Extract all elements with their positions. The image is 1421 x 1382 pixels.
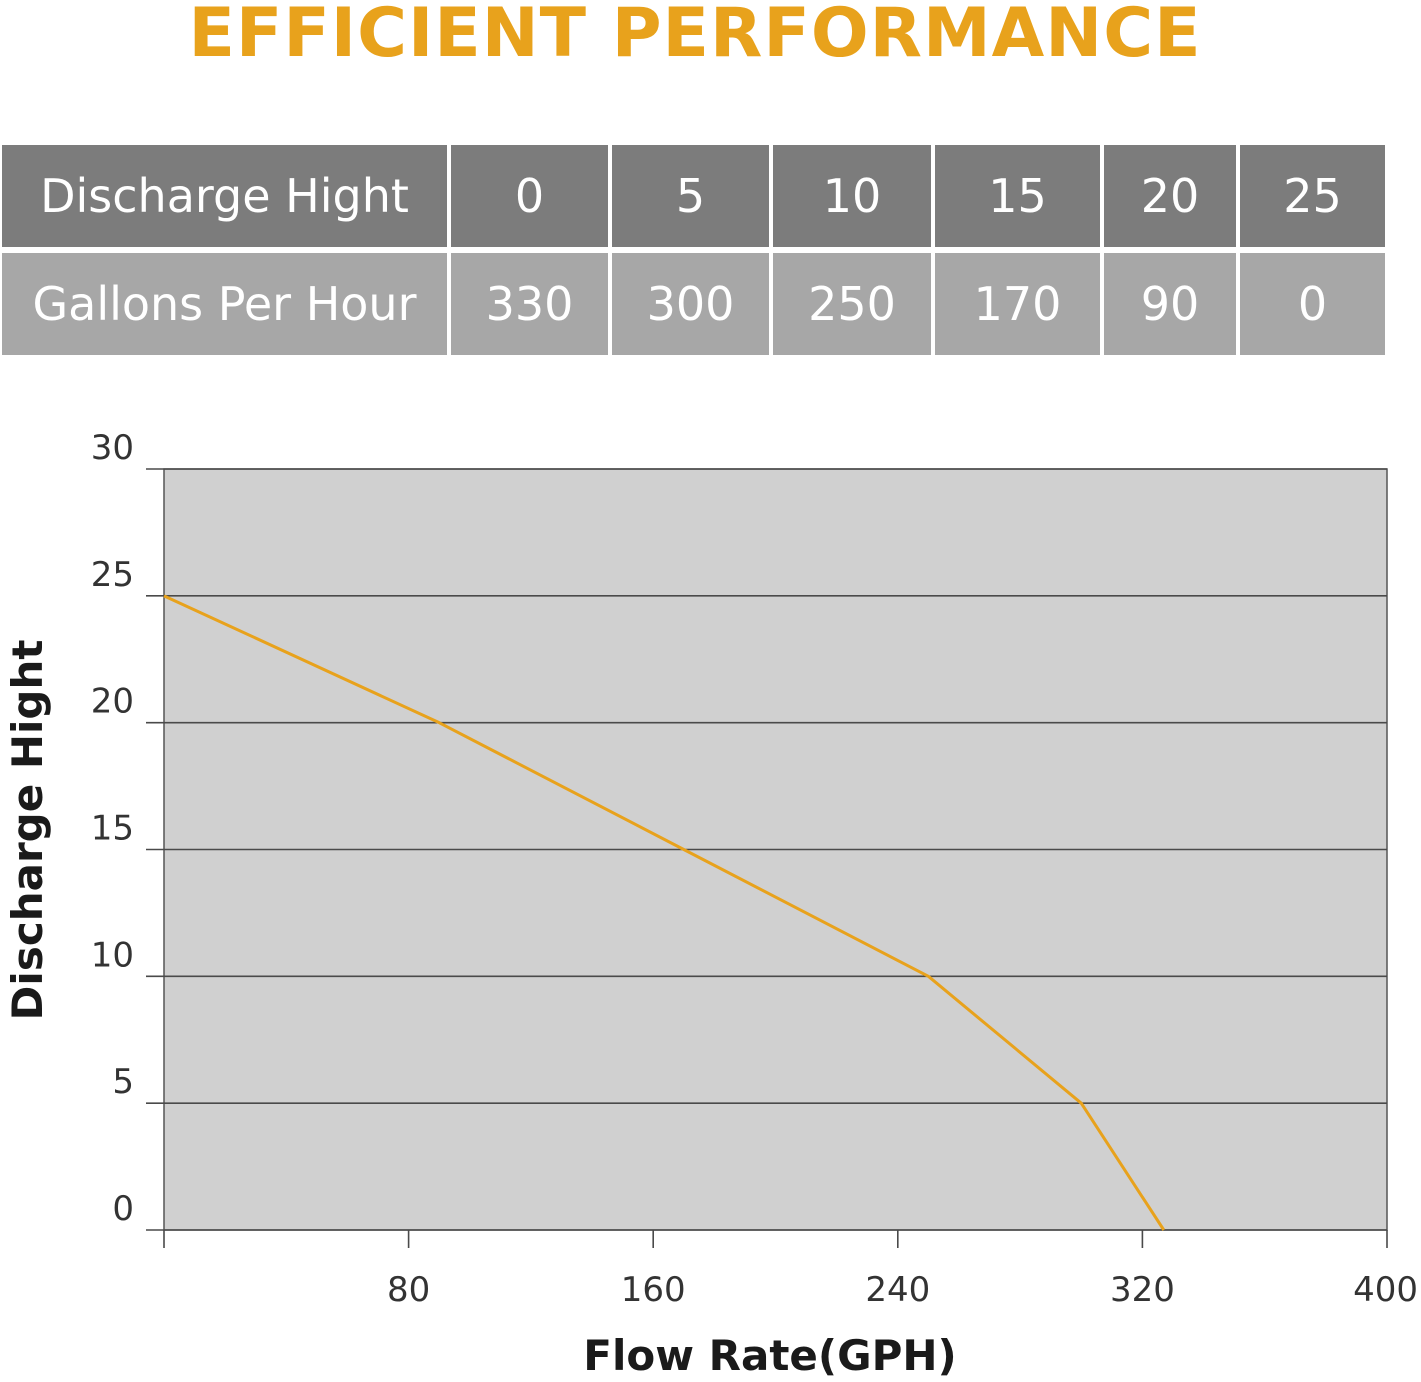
table-cell: 25 xyxy=(1240,145,1385,247)
x-tick-label: 400 xyxy=(1353,1270,1418,1310)
y-axis-ticks: 0 5 10 15 20 25 30 xyxy=(91,428,134,1229)
y-tick-label: 0 xyxy=(112,1189,134,1229)
y-tick-label: 10 xyxy=(91,935,134,975)
page-title: EFFICIENT PERFORMANCE xyxy=(188,0,1202,73)
table-cell: 0 xyxy=(1240,253,1385,355)
row-header-discharge-height: Discharge Hight xyxy=(2,145,447,247)
y-tick-label: 25 xyxy=(91,555,134,595)
y-axis-label: Discharge Hight xyxy=(3,640,52,1021)
table-cell: 5 xyxy=(612,145,769,247)
table-row: Gallons Per Hour 330 300 250 170 90 0 xyxy=(2,253,1385,355)
performance-table: Discharge Hight 0 5 10 15 20 25 Gallons … xyxy=(0,139,1389,361)
table-cell: 20 xyxy=(1104,145,1236,247)
table-cell: 250 xyxy=(773,253,931,355)
x-axis-ticks: 80 160 240 320 400 xyxy=(163,1230,1418,1310)
table-cell: 90 xyxy=(1104,253,1236,355)
y-tick-label: 30 xyxy=(91,428,134,468)
x-axis-label: Flow Rate(GPH) xyxy=(583,1331,956,1380)
grid-lines xyxy=(146,468,1387,1231)
table-cell: 300 xyxy=(612,253,769,355)
x-tick-label: 240 xyxy=(865,1270,930,1310)
series-line xyxy=(163,594,1166,1231)
x-tick-label: 320 xyxy=(1110,1270,1175,1310)
row-header-gallons-per-hour: Gallons Per Hour xyxy=(2,253,447,355)
y-tick-label: 15 xyxy=(91,809,134,849)
x-tick-label: 80 xyxy=(387,1270,430,1310)
table-row: Discharge Hight 0 5 10 15 20 25 xyxy=(2,145,1385,247)
table-cell: 15 xyxy=(935,145,1100,247)
x-tick-label: 160 xyxy=(621,1270,686,1310)
performance-chart: 0 5 10 15 20 25 30 80 160 240 320 400 Discharge Hi… xyxy=(3,428,1418,1380)
y-tick-label: 20 xyxy=(91,682,134,722)
table-cell: 0 xyxy=(451,145,608,247)
table-cell: 170 xyxy=(935,253,1100,355)
table-cell: 10 xyxy=(773,145,931,247)
table-cell: 330 xyxy=(451,253,608,355)
y-tick-label: 5 xyxy=(112,1062,134,1102)
